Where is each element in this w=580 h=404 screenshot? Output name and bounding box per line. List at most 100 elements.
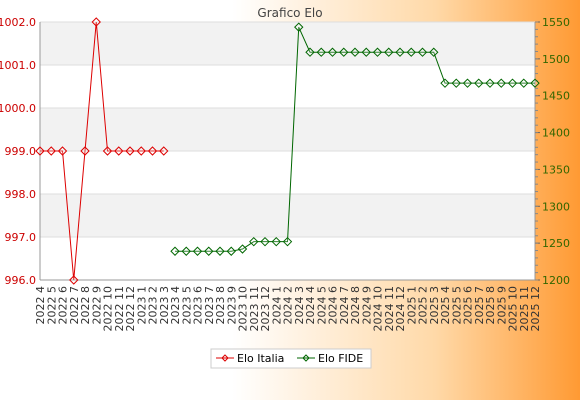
data-point [350,47,360,57]
left-axis: 996.0 997.0 998.0 999.0 1000.0 1001.0 1002.0 [0,16,41,287]
series-elo-fide [170,22,540,256]
chart-title: Grafico Elo [257,6,322,20]
legend-label-elo-italia: Elo Italia [237,352,284,365]
x-tick-label: 2025 11 [518,286,531,332]
right-tick-label: 1300 [542,200,570,213]
data-point [327,47,338,57]
x-tick-label: 2024 8 [349,286,362,325]
left-tick-label: 998.0 [5,188,37,201]
data-point [57,146,68,156]
x-tick-label: 2022 6 [57,286,70,325]
x-tick-label: 2025 7 [473,286,486,325]
data-point [294,22,304,32]
left-tick-label: 1002.0 [0,16,36,29]
plot-band [40,108,535,151]
x-tick-label: 2024 6 [327,286,340,325]
data-point [417,47,428,57]
data-point [485,78,495,88]
series-layer [35,17,540,285]
data-point [102,146,113,156]
x-tick-label: 2022 12 [124,286,137,332]
plot-band [40,22,535,65]
data-point [91,17,101,27]
x-tick-label: 2025 4 [439,286,452,325]
data-point [530,78,540,88]
x-tick-label: 2024 7 [338,286,351,325]
x-tick-label: 2025 12 [529,286,542,332]
legend-label-elo-fide: Elo FIDE [318,352,363,365]
x-tick-label: 2023 1 [135,286,148,325]
plot-band [40,151,535,194]
right-tick-label: 1500 [542,53,570,66]
data-point [249,236,259,247]
data-point [440,78,450,88]
series-elo-italia [35,17,169,285]
x-tick-label: 2023 4 [169,286,182,325]
data-point [316,47,326,57]
legend-item-elo-italia: Elo Italia [216,352,284,365]
x-tick-label: 2022 4 [34,286,47,325]
data-point [474,78,484,88]
right-tick-label: 1550 [542,16,570,29]
data-point [271,236,281,247]
x-tick-label: 2022 8 [79,286,92,325]
x-tick-label: 2022 10 [102,286,115,332]
x-tick-label: 2023 3 [158,286,171,325]
x-tick-label: 2023 10 [237,286,250,332]
x-tick-label: 2023 9 [225,286,238,325]
x-tick-label: 2024 9 [360,286,373,325]
data-point [147,146,158,156]
left-tick-label: 999.0 [5,145,37,158]
x-tick-label: 2023 2 [147,286,160,325]
right-tick-label: 1350 [542,163,570,176]
data-point [114,146,124,156]
data-point [204,246,214,256]
data-point [215,246,225,256]
x-tick-label: 2025 1 [405,286,418,325]
data-point [170,246,180,256]
data-point [80,146,90,156]
x-tick-label: 2024 4 [304,286,317,325]
data-point [282,236,293,247]
left-tick-label: 1001.0 [0,59,36,72]
data-point [372,47,383,57]
x-tick-label: 2023 7 [203,286,216,325]
left-tick-label: 996.0 [5,274,37,287]
x-tick-label: 2025 9 [495,286,508,325]
left-tick-label: 997.0 [5,231,37,244]
x-tick-label: 2024 5 [315,286,328,325]
x-tick-label: 2024 11 [383,286,396,332]
legend: Elo Italia Elo FIDE [210,348,372,369]
right-tick-label: 1250 [542,237,570,250]
right-axis: 1200 1250 1300 1350 1400 1450 1500 1550 [534,16,570,287]
data-point [35,146,45,156]
data-point [305,47,315,57]
x-tick-label: 2025 3 [428,286,441,325]
x-tick-label: 2022 7 [68,286,81,325]
x-tick-label: 2025 5 [450,286,463,325]
data-point [192,246,203,256]
data-point [46,146,56,156]
x-tick-label: 2023 5 [180,286,193,325]
x-tick-label: 2024 12 [394,286,407,332]
x-tick-label: 2022 9 [90,286,103,325]
data-point [451,78,461,88]
x-tick-label: 2025 6 [462,286,475,325]
series-line [40,21,164,281]
x-tick-label: 2022 5 [45,286,58,325]
data-point [395,47,405,57]
data-point [136,146,146,156]
right-tick-label: 1200 [542,274,570,287]
data-point [159,146,169,156]
x-tick-label: 2022 11 [113,286,126,332]
x-tick-label: 2023 8 [214,286,227,325]
data-point [462,78,473,88]
data-point [361,47,371,57]
plot-band [40,65,535,108]
x-tick-label: 2023 12 [259,286,272,332]
x-tick-label: 2025 8 [484,286,497,325]
data-point [384,47,394,57]
x-tick-label: 2024 1 [270,286,283,325]
